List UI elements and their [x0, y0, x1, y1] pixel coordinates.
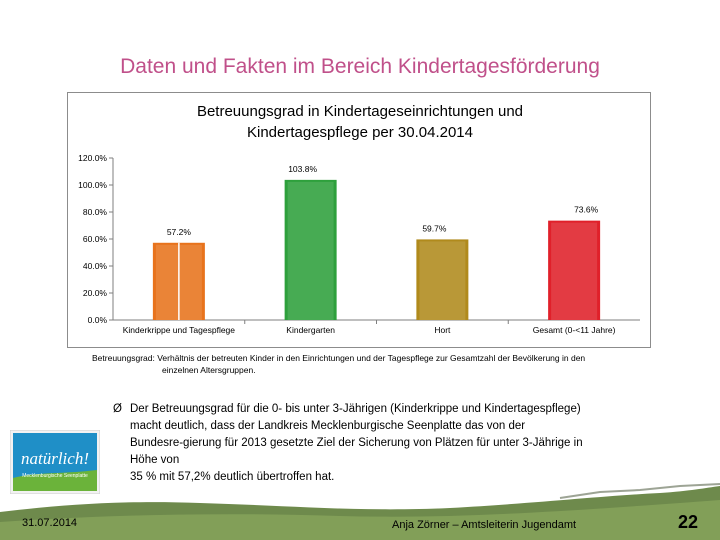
y-tick-label: 80.0%	[83, 207, 108, 217]
chart-title: Betreuungsgrad in Kindertageseinrichtung…	[70, 101, 650, 143]
bar-2	[416, 239, 469, 320]
y-tick-label: 100.0%	[78, 180, 107, 190]
y-tick-label: 120.0%	[78, 153, 107, 163]
bullet-point: Ø Der Betreuungsgrad für die 0- bis unte…	[113, 401, 653, 486]
y-tick-label: 20.0%	[83, 288, 108, 298]
y-tick-label: 40.0%	[83, 261, 108, 271]
footer-date: 31.07.2014	[22, 517, 78, 529]
chart-title-line-2: Kindertagespflege per 30.04.2014	[246, 124, 473, 141]
footer-author: Anja Zörner – Amtsleiterin Jugendamt	[392, 519, 577, 531]
value-label: 59.7%	[422, 223, 447, 233]
bullet-line-2: macht deutlich, dass der Landkreis Meckl…	[130, 420, 526, 432]
logo-subtext: Mecklenburgische Seenplatte	[22, 473, 88, 479]
bar-highlight	[287, 181, 334, 320]
bar-rect	[548, 220, 601, 320]
slide-title: Daten und Fakten im Bereich Kindertagesf…	[120, 55, 600, 78]
caption-line-2: einzelnen Altersgruppen.	[162, 365, 256, 375]
y-tick-label: 60.0%	[83, 234, 108, 244]
bullet-line-4: Höhe von	[130, 454, 180, 466]
bullet-line-1: Der Betreuungsgrad für die 0- bis unter …	[130, 403, 581, 415]
page-number: 22	[678, 512, 699, 532]
category-label: Kinderkrippe und Tagespflege	[123, 325, 236, 335]
bar-rect	[284, 179, 337, 320]
natuerlich-logo: natürlich! Mecklenburgische Seenplatte	[10, 430, 100, 494]
caption-line-1: Betreuungsgrad: Verhältnis der betreuten…	[92, 353, 586, 363]
bullet-line-3: Bundesre-gierung für 2013 gesetzte Ziel …	[130, 437, 583, 449]
category-label: Gesamt (0-<11 Jahre)	[533, 325, 616, 335]
category-label: Kindergarten	[286, 325, 335, 335]
bar-highlight	[419, 241, 466, 320]
value-label: 103.8%	[288, 164, 317, 174]
chart-title-line-1: Betreuungsgrad in Kindertageseinrichtung…	[196, 103, 524, 120]
bar-1	[284, 179, 337, 320]
chart-caption: Betreuungsgrad: Verhältnis der betreuten…	[92, 352, 652, 376]
arrow-bullet-icon: Ø	[113, 403, 122, 415]
value-label: 57.2%	[167, 227, 192, 237]
bar-highlight	[551, 222, 598, 320]
category-label: Hort	[434, 325, 451, 335]
bar-3	[548, 220, 601, 320]
bar-rect	[416, 239, 469, 320]
value-label: 73.6%	[574, 205, 599, 215]
bullet-line-5: 35 % mit 57,2% deutlich übertroffen hat.	[130, 471, 335, 483]
bar-0	[152, 242, 205, 320]
y-tick-label: 0.0%	[88, 315, 108, 325]
logo-text: natürlich!	[21, 449, 89, 468]
